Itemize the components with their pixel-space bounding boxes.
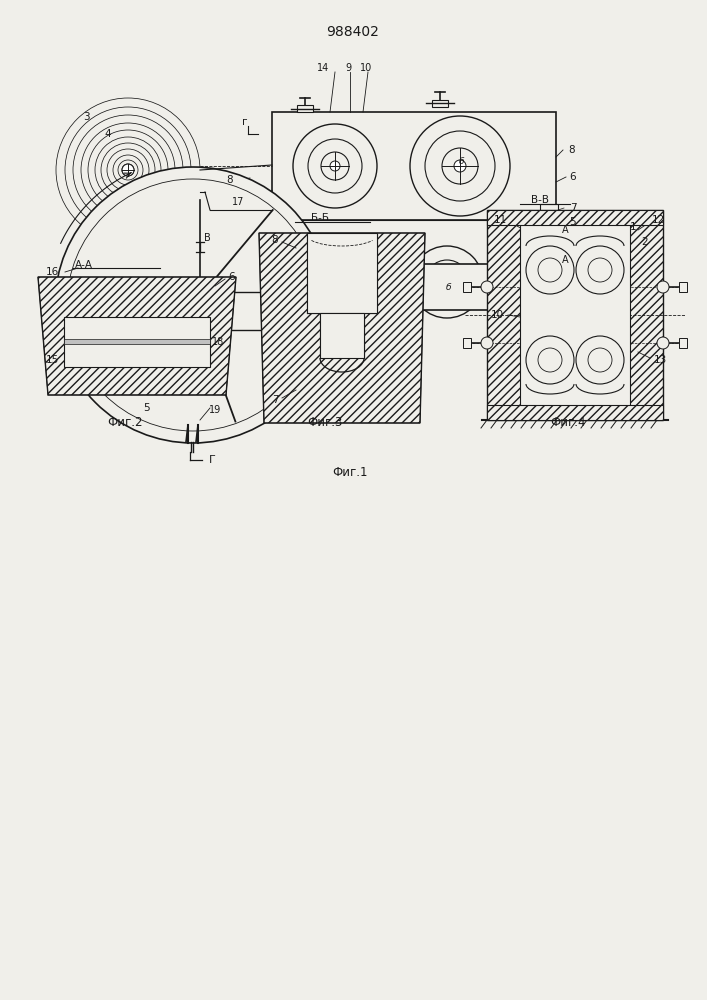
Circle shape xyxy=(576,336,624,384)
Text: 13: 13 xyxy=(653,355,667,365)
Circle shape xyxy=(293,124,377,208)
Text: A: A xyxy=(561,255,568,265)
Text: 988402: 988402 xyxy=(327,25,380,39)
Text: 1: 1 xyxy=(630,222,636,232)
Text: 10: 10 xyxy=(491,310,503,320)
Circle shape xyxy=(182,294,204,316)
Bar xyxy=(487,405,663,420)
Circle shape xyxy=(425,131,495,201)
Bar xyxy=(297,105,313,112)
Bar xyxy=(540,204,558,222)
Text: A: A xyxy=(561,225,568,235)
Circle shape xyxy=(411,246,483,318)
Text: 8: 8 xyxy=(568,145,575,155)
Text: 11: 11 xyxy=(493,215,507,225)
Bar xyxy=(320,313,364,358)
Text: В-В: В-В xyxy=(531,195,549,205)
Circle shape xyxy=(538,258,562,282)
Text: А-А: А-А xyxy=(75,260,93,270)
Bar xyxy=(487,210,663,420)
Text: 4: 4 xyxy=(105,129,111,139)
Circle shape xyxy=(657,337,669,349)
Text: 15: 15 xyxy=(45,355,59,365)
Bar xyxy=(487,210,663,420)
Bar xyxy=(272,112,556,220)
Circle shape xyxy=(481,337,493,349)
Circle shape xyxy=(442,148,478,184)
Text: Фиг.4: Фиг.4 xyxy=(550,416,586,428)
Circle shape xyxy=(591,258,605,272)
Circle shape xyxy=(526,336,574,384)
Text: Фиг.3: Фиг.3 xyxy=(308,416,343,428)
Circle shape xyxy=(55,167,331,443)
Text: 6: 6 xyxy=(570,172,576,182)
Text: 14: 14 xyxy=(317,63,329,73)
Polygon shape xyxy=(38,277,236,395)
Circle shape xyxy=(122,164,134,176)
Text: Г: Г xyxy=(209,455,216,465)
Text: Фиг.2: Фиг.2 xyxy=(107,416,143,428)
Text: б: б xyxy=(458,157,464,166)
Circle shape xyxy=(454,160,466,172)
Text: 10: 10 xyxy=(360,63,372,73)
Bar xyxy=(272,264,582,310)
Bar xyxy=(487,210,663,225)
Circle shape xyxy=(657,281,669,293)
Text: 12: 12 xyxy=(651,215,665,225)
Circle shape xyxy=(588,258,612,282)
Text: 19: 19 xyxy=(209,405,221,415)
Text: 9: 9 xyxy=(345,63,351,73)
Text: 2: 2 xyxy=(642,237,648,247)
Text: 16: 16 xyxy=(45,267,59,277)
Bar xyxy=(679,338,687,348)
Text: 5: 5 xyxy=(570,217,576,227)
Circle shape xyxy=(173,285,213,325)
Text: 5: 5 xyxy=(144,403,151,413)
Text: 17: 17 xyxy=(232,197,244,207)
Circle shape xyxy=(526,246,574,294)
Text: 6: 6 xyxy=(228,272,235,282)
Bar xyxy=(64,339,210,344)
Circle shape xyxy=(308,139,362,193)
Circle shape xyxy=(425,260,469,304)
Text: 8: 8 xyxy=(227,175,233,185)
Text: Фиг.1: Фиг.1 xyxy=(332,466,368,480)
Circle shape xyxy=(588,348,612,372)
Circle shape xyxy=(188,300,198,310)
Bar xyxy=(679,282,687,292)
Circle shape xyxy=(410,116,510,216)
Text: г: г xyxy=(243,117,247,127)
Circle shape xyxy=(538,348,562,372)
Circle shape xyxy=(330,161,340,171)
Bar xyxy=(520,223,630,407)
Bar xyxy=(200,292,345,330)
Text: 18: 18 xyxy=(212,337,224,347)
Text: 7: 7 xyxy=(570,203,576,213)
Circle shape xyxy=(437,272,457,292)
Circle shape xyxy=(481,281,493,293)
Text: 7: 7 xyxy=(271,395,279,405)
Text: 8: 8 xyxy=(271,235,279,245)
Text: 3: 3 xyxy=(83,112,89,122)
Text: б: б xyxy=(445,282,451,292)
Text: Б-Б: Б-Б xyxy=(311,213,329,223)
Circle shape xyxy=(67,179,319,431)
Text: В: В xyxy=(204,233,211,243)
Circle shape xyxy=(321,152,349,180)
Polygon shape xyxy=(259,233,425,423)
Bar xyxy=(463,282,471,292)
Bar xyxy=(432,100,448,107)
Bar xyxy=(463,338,471,348)
Bar xyxy=(307,233,377,313)
Circle shape xyxy=(576,246,624,294)
Bar xyxy=(64,317,210,367)
